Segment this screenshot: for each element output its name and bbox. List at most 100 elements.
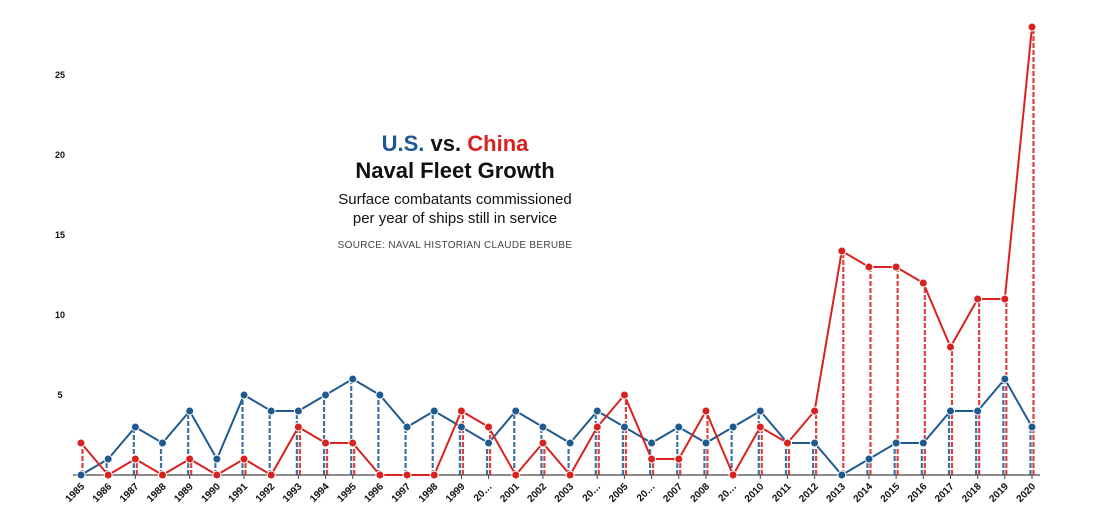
us-data-point [647, 438, 657, 448]
y-tick-label: 25 [55, 70, 65, 80]
x-tick-label: 1990 [199, 481, 223, 505]
x-tick-label: 2012 [797, 481, 821, 505]
x-tick-label: 20… [472, 481, 495, 504]
china-data-point [647, 454, 657, 464]
china-data-point [76, 438, 86, 448]
us-data-point [810, 438, 820, 448]
x-tick-label: 1992 [254, 481, 278, 505]
title-china: China [467, 131, 529, 156]
us-data-point [945, 406, 955, 416]
china-data-point [565, 470, 575, 480]
china-data-point [212, 470, 222, 480]
china-data-point [239, 454, 249, 464]
x-tick-label: 1986 [91, 481, 115, 505]
china-data-point [701, 406, 711, 416]
china-data-point [130, 454, 140, 464]
us-data-point [674, 422, 684, 432]
china-data-point [538, 438, 548, 448]
chart-subtitle: Surface combatants commissioned per year… [300, 190, 610, 228]
x-tick-label: 1997 [390, 481, 414, 505]
china-data-point [158, 470, 168, 480]
china-data-point [321, 438, 331, 448]
us-series-line [80, 378, 1033, 476]
us-data-point [130, 422, 140, 432]
x-tick-label: 1988 [145, 481, 169, 505]
chart-source: SOURCE: NAVAL HISTORIAN CLAUDE BERUBE [337, 240, 573, 251]
x-tick-label: 1994 [308, 481, 332, 505]
china-data-point [1000, 294, 1010, 304]
x-tick-label: 2020 [1015, 481, 1039, 505]
china-data-point [728, 470, 738, 480]
china-data-point [348, 438, 358, 448]
x-tick-label: 2010 [743, 481, 767, 505]
x-tick-label: 2018 [960, 481, 984, 505]
x-tick-label: 1989 [172, 481, 196, 505]
china-data-point [619, 390, 629, 400]
us-data-point [565, 438, 575, 448]
us-data-point [592, 406, 602, 416]
x-tick-label: 1995 [335, 481, 359, 505]
us-data-point [619, 422, 629, 432]
us-data-point [321, 390, 331, 400]
us-data-point [239, 390, 249, 400]
x-tick-label: 1999 [444, 481, 468, 505]
point-layer [76, 22, 1037, 480]
us-data-point [701, 438, 711, 448]
us-data-point [864, 454, 874, 464]
us-data-point [891, 438, 901, 448]
china-data-point [293, 422, 303, 432]
subtitle-line2: per year of ships still in service [352, 210, 558, 227]
us-data-point [185, 406, 195, 416]
x-tick-label: 2013 [824, 481, 848, 505]
us-data-point [1000, 374, 1010, 384]
x-tick-label: 2002 [526, 481, 550, 505]
us-data-point [402, 422, 412, 432]
us-data-point [76, 470, 86, 480]
us-data-point [918, 438, 928, 448]
china-data-point [429, 470, 439, 480]
china-data-point [837, 246, 847, 256]
title-us: U.S. [381, 131, 425, 156]
us-data-point [973, 406, 983, 416]
us-data-point [293, 406, 303, 416]
y-tick-label: 5 [57, 390, 62, 400]
china-data-point [592, 422, 602, 432]
us-data-point [728, 422, 738, 432]
stem-layer [81, 31, 1035, 475]
us-data-point [511, 406, 521, 416]
x-tick-label: 2019 [987, 481, 1011, 505]
x-tick-label: 1987 [118, 481, 142, 505]
y-tick-label: 20 [55, 150, 65, 160]
x-tick-label: 2001 [498, 481, 522, 505]
x-tick-label: 2017 [933, 481, 957, 505]
x-tick-label: 2011 [770, 481, 793, 504]
y-tick-label: 15 [55, 230, 65, 240]
us-data-point [538, 422, 548, 432]
us-data-point [212, 454, 222, 464]
x-tick-label: 2007 [661, 481, 685, 505]
us-data-point [103, 454, 113, 464]
china-data-point [782, 438, 792, 448]
chart-title: U.S. vs. China [300, 130, 610, 158]
us-data-point [158, 438, 168, 448]
us-data-point [266, 406, 276, 416]
x-tick-label: 2016 [906, 481, 930, 505]
us-data-point [837, 470, 847, 480]
x-tick-label: 1993 [281, 481, 305, 505]
x-tick-label: 2008 [689, 481, 713, 505]
subtitle-line1: Surface combatants commissioned [338, 191, 572, 208]
x-tick-label: 2014 [852, 481, 876, 505]
china-data-point [918, 278, 928, 288]
china-data-point [185, 454, 195, 464]
us-data-point [484, 438, 494, 448]
x-tick-label: 2015 [879, 481, 903, 505]
x-tick-label: 2003 [553, 481, 577, 505]
china-data-point [674, 454, 684, 464]
x-tick-label: 1996 [362, 481, 386, 505]
china-data-point [402, 470, 412, 480]
us-data-point [429, 406, 439, 416]
china-data-point [1027, 22, 1037, 32]
x-tick-label: 20… [717, 481, 740, 504]
x-tick-label: 2005 [607, 481, 631, 505]
